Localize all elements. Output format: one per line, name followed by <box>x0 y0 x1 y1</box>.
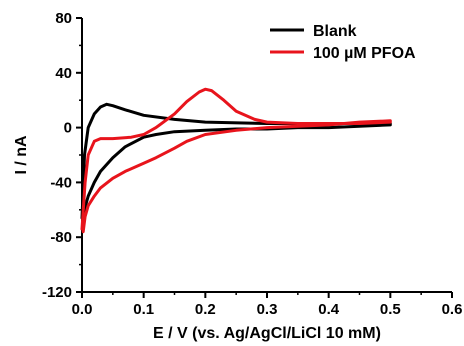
y-tick-label: 40 <box>55 65 72 82</box>
x-tick-label: 0.5 <box>380 301 401 318</box>
plot-lines <box>80 87 392 234</box>
y-tick-label: 80 <box>55 10 72 27</box>
x-tick-label: 0.4 <box>318 301 340 318</box>
y-tick-label: -120 <box>42 284 72 301</box>
legend: Blank 100 µM PFOA <box>270 23 416 62</box>
y-tick-label: -40 <box>50 174 72 191</box>
x-tick-label: 0.2 <box>195 301 216 318</box>
y-axis-title: I / nA <box>13 135 30 175</box>
y-tick-label: -80 <box>50 229 72 246</box>
x-tick-label: 0.1 <box>133 301 154 318</box>
series-line-2 <box>80 87 392 234</box>
series-line-1 <box>80 102 392 220</box>
ticks: 0.0 0.1 0.2 0.3 0.4 0.5 0.6 80 40 0 -40 -80 -120 <box>42 10 462 318</box>
x-tick-label: 0.6 <box>442 301 463 318</box>
x-axis-title: E / V (vs. Ag/AgCl/LiCl 10 mM) <box>153 325 381 342</box>
x-tick-label: 0.3 <box>257 301 278 318</box>
legend-label-2: 100 µM PFOA <box>313 45 416 62</box>
legend-label-1: Blank <box>313 23 357 40</box>
y-tick-label: 0 <box>64 120 72 137</box>
x-tick-label: 0.0 <box>72 301 93 318</box>
